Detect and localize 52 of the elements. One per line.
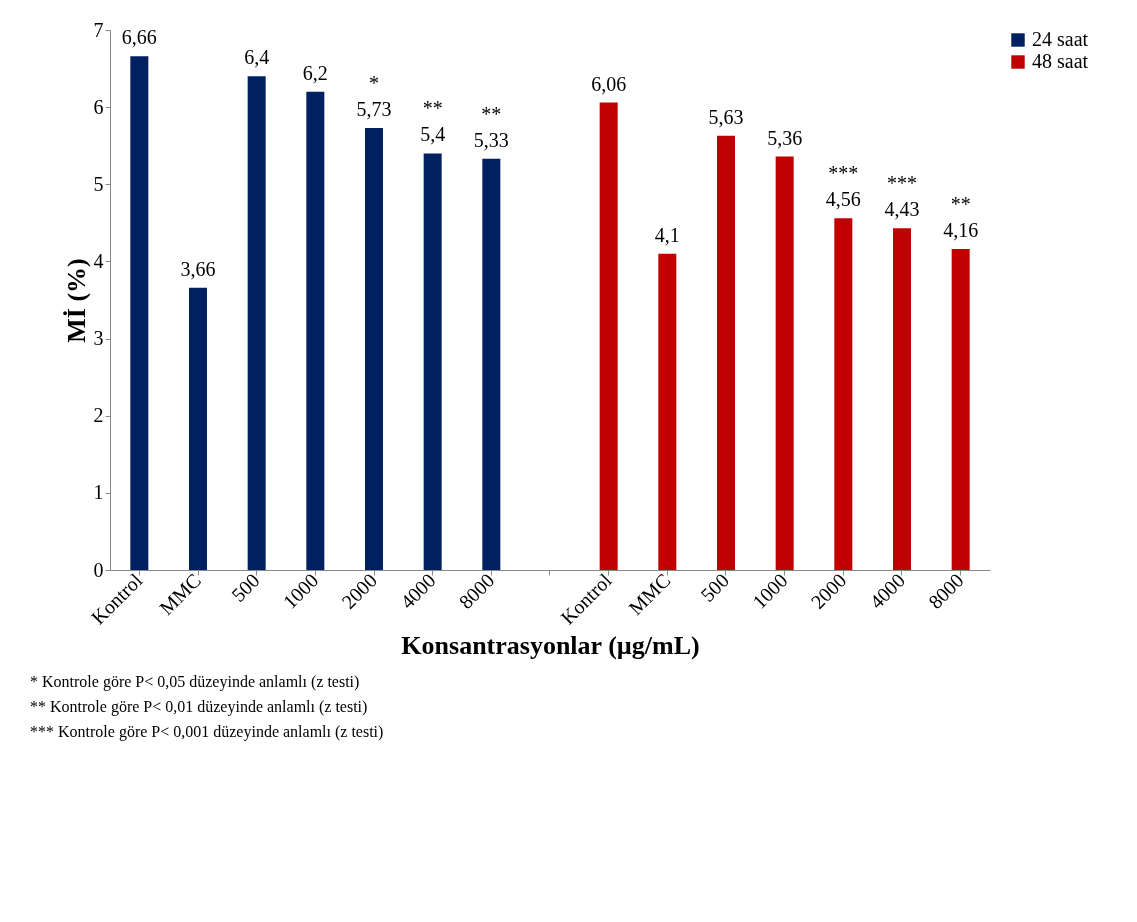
y-tick-label: 6 <box>93 95 104 118</box>
data-label: 5,73 <box>356 97 392 120</box>
annotation: ** <box>422 97 443 120</box>
text: *** Kontrole göre P< 0,001 düzeyinde anlamlı (z testi) <box>30 722 384 741</box>
data-label: 6,66 <box>121 26 157 49</box>
bar <box>599 102 618 570</box>
data-label: 3,66 <box>180 257 216 280</box>
annotation: * <box>369 71 379 94</box>
bar <box>365 127 383 570</box>
y-tick-label: 3 <box>93 327 104 350</box>
bar <box>834 218 853 570</box>
x-tick-label: 4000 <box>865 569 910 613</box>
bar <box>717 135 735 570</box>
data-label: 4,43 <box>884 198 920 221</box>
annotation: *** <box>828 162 859 185</box>
bar <box>306 91 325 570</box>
annotation: *** <box>887 172 917 195</box>
y-tick-label: 5 <box>93 172 104 195</box>
annotation: ** <box>950 193 971 216</box>
x-axis-title: Konsantrasyonlar (µg/mL) <box>401 630 700 660</box>
bar <box>951 249 970 570</box>
y-tick-label: 4 <box>93 249 104 272</box>
bar <box>482 158 501 570</box>
y-tick-label: 7 <box>93 18 104 41</box>
bar <box>247 76 266 570</box>
text: ** Kontrole göre P< 0,01 düzeyinde anlamlı (z testi) <box>30 697 368 716</box>
text: * Kontrole göre P< 0,05 düzeyinde anlamlı (z testi) <box>30 672 360 691</box>
data-label: 4,1 <box>654 223 680 246</box>
y-tick-label: 1 <box>93 481 104 504</box>
bar <box>658 253 677 570</box>
data-label: 4,16 <box>943 219 979 242</box>
legend-label: 24 saat <box>1032 28 1089 50</box>
bar <box>893 228 911 570</box>
y-tick-label: 2 <box>93 404 104 427</box>
x-tick-label: 4000 <box>395 569 440 613</box>
data-label: 6,4 <box>244 46 270 69</box>
data-label: 5,4 <box>420 123 446 146</box>
data-label: 4,56 <box>825 188 861 211</box>
x-tick-label: 500 <box>696 569 734 606</box>
data-label: 5,33 <box>473 128 509 151</box>
data-label: 6,2 <box>302 61 328 84</box>
bar <box>130 56 149 570</box>
bar <box>423 153 442 570</box>
bar <box>189 287 207 570</box>
y-axis-title: Mİ (%) <box>61 258 91 343</box>
data-label: 5,36 <box>767 126 803 149</box>
legend-label: 48 saat <box>1032 50 1089 72</box>
x-tick-label: 500 <box>226 569 264 606</box>
data-label: 5,63 <box>708 105 744 128</box>
annotation: ** <box>481 102 502 125</box>
data-label: 6,06 <box>591 72 627 95</box>
bar <box>775 156 794 570</box>
